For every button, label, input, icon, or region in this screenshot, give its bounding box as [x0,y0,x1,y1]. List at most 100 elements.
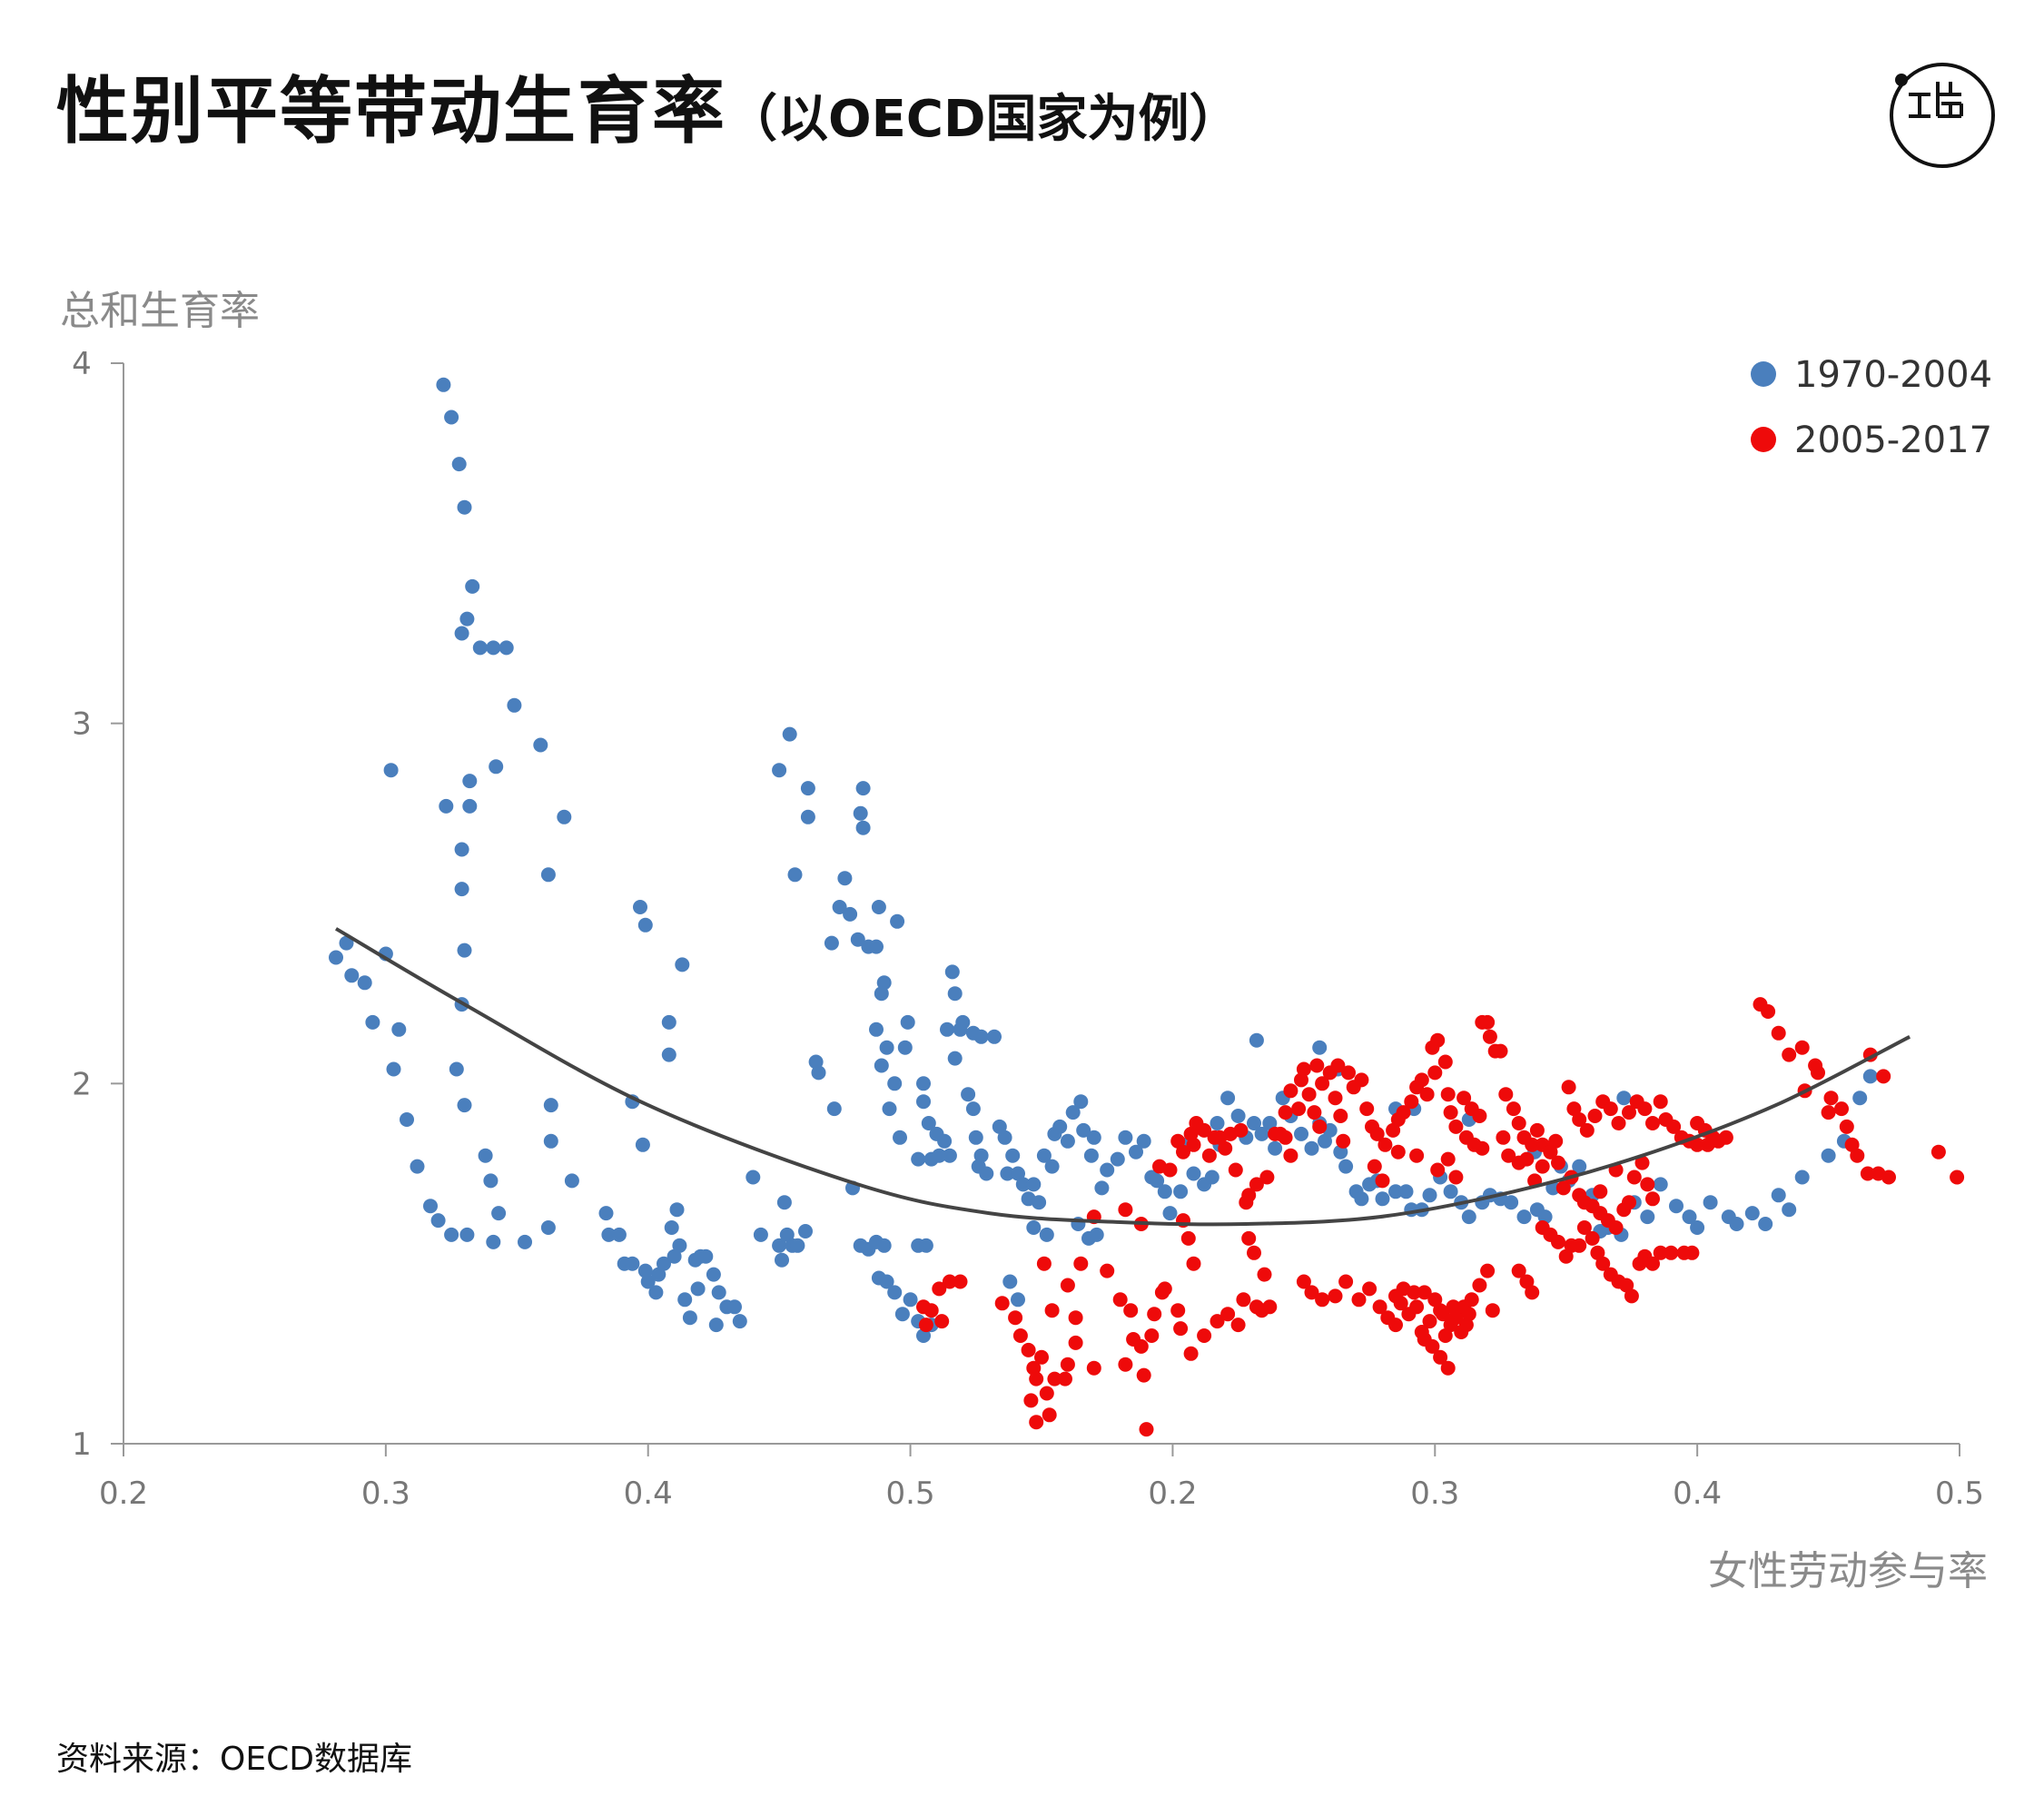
data-point [1794,1170,1810,1185]
data-point [1220,1307,1236,1322]
legend-label: 1970-2004 [1794,354,1992,396]
data-point [1821,1148,1836,1163]
data-point [887,1076,903,1091]
data-point [1044,1303,1060,1318]
data-point [1039,1227,1054,1242]
data-point [1595,1256,1611,1271]
data-point [1535,1159,1550,1174]
data-point [953,1274,968,1289]
data-point [611,1227,627,1242]
data-point [1136,1367,1151,1383]
data-point [1436,1307,1450,1322]
data-point [1616,1091,1632,1106]
data-point [1173,1321,1189,1337]
data-point [365,1014,380,1030]
data-point [436,377,451,392]
data-point [1409,1148,1425,1163]
data-point [518,1234,532,1249]
title-subtitle: （以OECD国家为例） [726,90,1240,149]
data-point [890,913,905,929]
data-point [1296,1274,1311,1289]
data-point [657,1256,671,1271]
data-point [1139,1422,1154,1437]
data-point [1060,1357,1075,1372]
data-point [564,1173,579,1189]
data-point [483,1173,499,1189]
data-point [1485,1303,1500,1318]
data-point [1543,1144,1558,1160]
data-point [635,1137,650,1152]
data-point [1794,1040,1810,1055]
data-point [1590,1245,1605,1260]
data-point [706,1267,721,1282]
data-point [430,1213,446,1229]
data-point [1005,1148,1021,1163]
data-point [879,1274,894,1289]
data-point [1123,1303,1139,1318]
x-tick-label: 0.2 [99,1476,148,1512]
data-point [1309,1058,1325,1073]
data-point [882,1101,897,1117]
y-tick-label: 3 [72,706,92,743]
data-point [1026,1177,1042,1192]
data-point [1032,1195,1047,1210]
data-point [1593,1184,1608,1199]
data-point [1398,1184,1414,1199]
data-point [357,975,372,991]
data-point [1026,1220,1042,1235]
data-point [1021,1342,1036,1357]
data-point [1690,1137,1705,1152]
data-point [1315,1292,1330,1308]
data-point [1186,1137,1201,1152]
data-point [1823,1091,1839,1106]
data-point [947,1051,963,1066]
data-point [1626,1170,1642,1185]
data-point [1065,1105,1081,1120]
data-point [1653,1177,1668,1192]
data-point [637,917,653,933]
data-point [557,809,572,824]
data-point [918,1318,933,1333]
data-point [1437,1328,1453,1343]
data-point [973,1029,989,1044]
data-point [1186,1256,1201,1271]
data-point [1154,1285,1170,1300]
data-point [540,867,556,883]
data-point [1230,1318,1246,1333]
data-point [1551,1155,1565,1170]
data-point [708,1318,724,1333]
legend-marker [1751,361,1776,387]
data-point [444,1227,459,1242]
data-point [894,1307,910,1322]
data-point [1645,1191,1660,1207]
data-point [1042,1407,1057,1423]
data-point [1076,1122,1091,1138]
data-point [869,939,884,954]
data-point [1318,1133,1332,1149]
data-point [1011,1166,1025,1181]
data-point [1511,1263,1526,1278]
data-point [1377,1137,1393,1152]
data-point [1249,1032,1264,1048]
data-point [1782,1047,1797,1062]
data-point [459,611,475,627]
data-point [1622,1105,1636,1120]
data-point [1336,1133,1351,1149]
data-point [1950,1170,1965,1185]
legend-label: 2005-2017 [1794,419,1992,461]
series-2 [916,997,1965,1437]
data-point [690,1281,706,1297]
data-point [1039,1386,1054,1401]
data-point [1427,1292,1443,1308]
data-point [1247,1245,1261,1260]
data-point [462,798,478,814]
data-point [921,1116,936,1130]
data-point [1425,1338,1440,1354]
data-point [499,640,514,656]
data-point [775,1252,789,1268]
data-point [1409,1299,1425,1315]
data-point [1690,1220,1705,1235]
data-point [1653,1094,1668,1110]
data-point [543,1133,558,1149]
data-point [1150,1173,1165,1189]
